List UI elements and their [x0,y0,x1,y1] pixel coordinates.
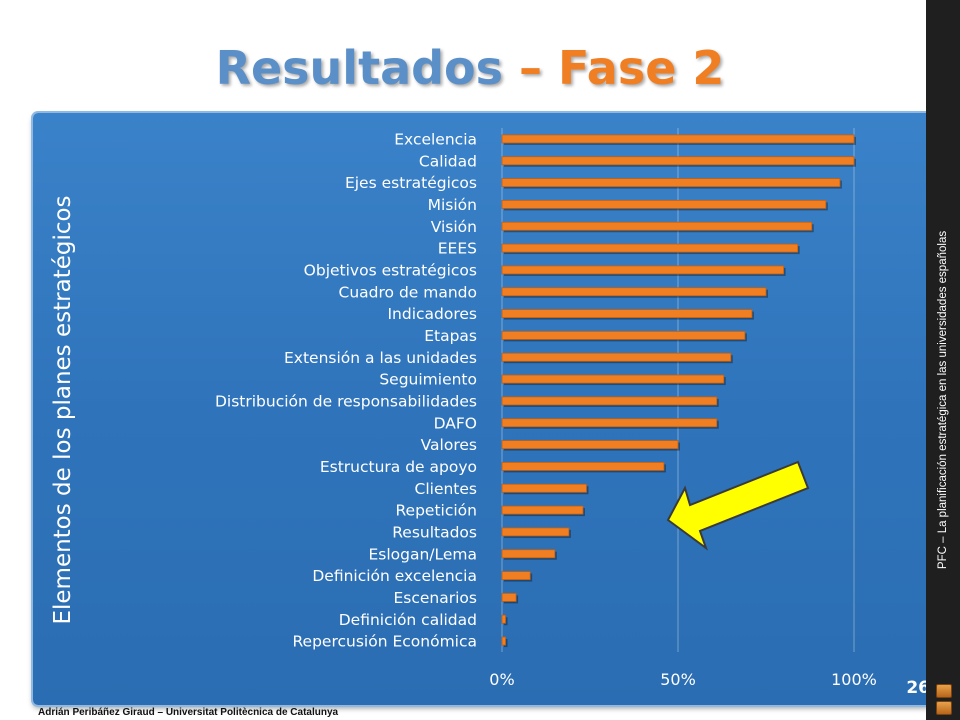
sidebar-caption: PFC – La planificación estratégica en la… [937,230,949,570]
bar [501,571,531,580]
bar [501,636,506,646]
category-label: Definición excelencia [312,567,477,585]
page-number: 26 [906,678,930,698]
category-label: Ejes estratégicos [345,174,477,192]
bar [501,178,841,187]
bar [501,331,746,340]
bar [501,265,785,275]
category-label: Estructura de apoyo [320,458,477,476]
category-label: Misión [428,196,477,214]
category-label: Resultados [392,523,477,541]
category-label: Valores [421,436,477,454]
category-label: Eslogan/Lema [368,545,477,563]
bar [501,549,556,559]
category-label: Excelencia [394,130,477,148]
bar [501,287,767,297]
bar [501,352,732,362]
bar [501,200,827,209]
category-label: Definición calidad [339,611,477,629]
category-label: Extensión a las unidades [284,349,477,367]
x-tick-label: 0% [489,670,514,689]
bar [501,462,665,471]
bar [501,483,587,493]
next-slide-icon[interactable] [936,701,952,715]
bar [501,309,753,318]
category-label: Calidad [419,152,477,170]
arrow-icon [666,460,810,551]
bar [501,505,584,515]
category-label: Seguimiento [379,371,477,389]
category-label: Objetivos estratégicos [304,261,477,279]
bar [501,134,855,144]
bar [501,221,813,231]
bar [501,156,855,166]
category-label: Indicadores [387,305,477,323]
category-label: Escenarios [394,589,478,607]
category-label: Repetición [395,502,477,520]
slide-title: Resultados – Fase 2 [0,38,940,98]
bar [501,614,506,624]
x-tick-labels: 0% 50% 100% [489,670,877,689]
category-label: Cuadro de mando [339,283,477,301]
previous-slide-icon[interactable] [936,684,952,698]
bar [501,374,725,384]
x-tick-label: 50% [660,670,696,689]
category-label: DAFO [434,414,477,432]
bar [501,440,679,449]
x-tick-label: 100% [831,670,877,689]
bar [501,527,570,537]
chart-panel [33,113,931,705]
right-sidebar: PFC – La planificación estratégica en la… [926,0,960,720]
title-part-2: – Fase 2 [503,41,725,95]
category-label: Repercusión Económica [292,633,477,651]
bar [501,593,517,602]
category-label: Clientes [415,480,477,498]
title-part-1: Resultados [215,41,504,95]
bar [501,418,718,428]
category-label: Visión [431,218,477,236]
bar [501,243,799,253]
category-label: Etapas [424,327,477,345]
bar [501,396,718,406]
grid-lines [501,128,855,652]
category-labels: Excelencia Calidad Ejes estratégicos Misión… [215,130,477,650]
category-label: Distribución de responsabilidades [215,392,477,410]
category-label: EEES [438,240,477,258]
bars [501,134,856,648]
footer-text: Adrián Peribáñez Giraud – Universitat Po… [38,707,339,718]
